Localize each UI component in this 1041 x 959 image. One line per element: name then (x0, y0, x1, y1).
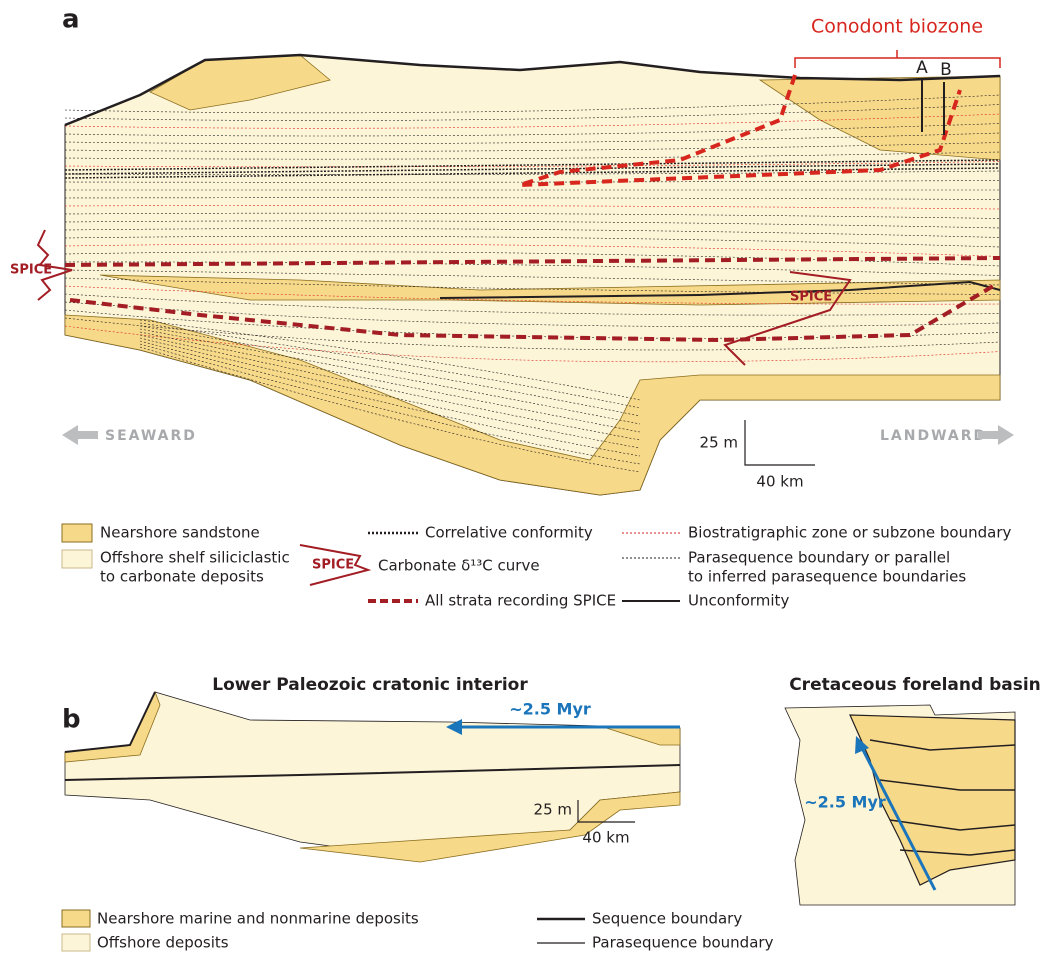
legend-label: Biostratigraphic zone or subzone boundar… (688, 524, 1011, 542)
scale-label: 40 km (756, 473, 803, 491)
strata-line (64, 159, 1001, 171)
legend-label: to inferred parasequence boundaries (688, 568, 966, 586)
spice-curve-center (723, 271, 852, 366)
direction-label: LANDWARD (880, 428, 987, 444)
strata-line (139, 328, 641, 425)
duration-arrowhead (855, 736, 869, 754)
conodont-label: Conodont biozone (811, 16, 983, 38)
strata-line (64, 163, 1001, 175)
spice-label: SPICE (312, 558, 354, 573)
sequence-boundary-b (64, 691, 681, 781)
scale-label: 25 m (534, 801, 572, 819)
scale-label: 40 km (582, 829, 629, 847)
legend-label: Nearshore marine and nonmarine deposits (97, 910, 419, 928)
swatch (61, 933, 91, 952)
seaward-arrow (62, 425, 98, 445)
legend-label: Nearshore sandstone (100, 524, 260, 542)
foreland-nearshore (849, 714, 1016, 886)
strata-line (139, 340, 641, 457)
legend-label: Correlative conformity (425, 524, 593, 542)
strata-line (139, 346, 641, 473)
duration-arrowhead (446, 719, 462, 735)
spice-label: SPICE (790, 290, 832, 305)
panel-label: b (62, 705, 81, 735)
section-label: B (940, 60, 952, 80)
strata-line (139, 343, 641, 465)
panel-title: Lower Paleozoic cratonic interior (212, 675, 528, 695)
scale-bar (577, 800, 635, 823)
strata-line (139, 334, 641, 441)
direction-label: SEAWARD (105, 428, 197, 444)
legend-label: Offshore shelf siliciclastic (100, 549, 290, 567)
duration-label: ~2.5 Myr (509, 700, 591, 719)
legend-label: All strata recording SPICE (425, 592, 616, 610)
strata-line (64, 293, 1001, 316)
conodont-bracket (794, 50, 1001, 68)
scale-label: 25 m (700, 434, 738, 452)
spice-strata-band (64, 256, 1001, 267)
legend-label: Parasequence boundary (592, 934, 774, 952)
duration-label: ~2.5 Myr (804, 793, 886, 812)
panel-label: a (62, 5, 80, 35)
strata-line (139, 331, 641, 433)
panel-title: Cretaceous foreland basin (789, 675, 1041, 695)
swatch (61, 523, 93, 543)
legend-label: to carbonate deposits (100, 568, 264, 586)
strata-line (64, 301, 1001, 327)
strata-line (64, 325, 1001, 363)
strata-line (139, 325, 641, 417)
landward-arrow (978, 425, 1014, 445)
foreland-lines (869, 739, 1016, 856)
swatch (61, 909, 91, 928)
nearshore-wedge (99, 274, 1001, 306)
nearshore-bottom (64, 314, 1001, 496)
section-label: A (916, 58, 928, 78)
duration-arrow (860, 747, 937, 891)
unconformity-mid (439, 280, 1001, 299)
spice-curve-left (36, 229, 73, 301)
legend-label: Parasequence boundary or parallel (688, 549, 950, 567)
unconformity-top (64, 53, 1001, 127)
spice-label: SPICE (10, 263, 52, 278)
swatch (61, 549, 93, 569)
legend-curve (299, 544, 372, 586)
strata-line (64, 167, 1001, 179)
scale-bar (744, 420, 815, 466)
strata-line (64, 317, 1001, 351)
spice-strata-upper (519, 74, 962, 187)
strata-line (139, 337, 641, 449)
legend-label: Sequence boundary (592, 910, 742, 928)
legend-label: Offshore deposits (97, 934, 229, 952)
legend-label: Carbonate δ¹³C curve (378, 557, 540, 575)
legend-label: Unconformity (688, 592, 789, 610)
